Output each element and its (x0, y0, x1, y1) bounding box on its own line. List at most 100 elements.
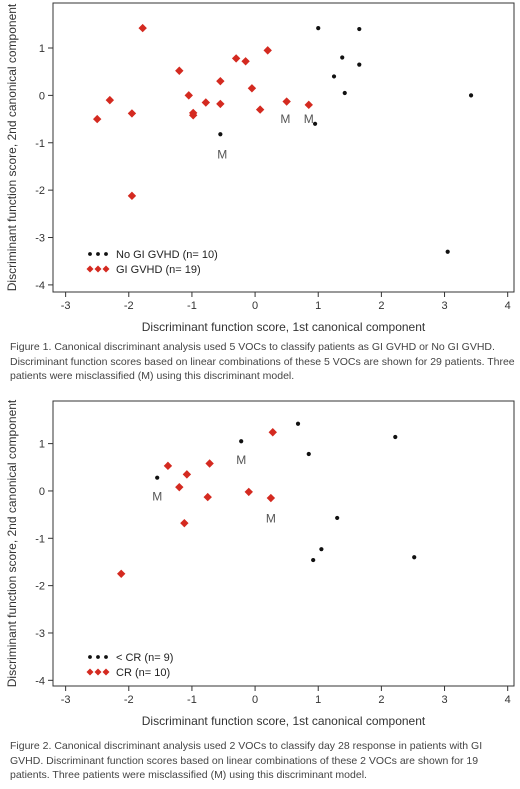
chart1-x-axis-label: Discriminant function score, 1st canonic… (142, 320, 426, 334)
chart1-y-tick-label: -2 (35, 185, 45, 197)
chart2-y-axis-label: Discriminant function score, 2nd canonic… (5, 399, 19, 687)
chart1-legend-entry: GI GVHD (n= 19) (116, 264, 201, 276)
chart1-series0-point (468, 93, 474, 98)
chart1-misclassified-label: M (280, 112, 290, 126)
figure-2-scatter-chart: -3 -2 -1 0 1 2 3 4 -4 -3 -2 -1 0 1 Discriminant functi… (5, 399, 515, 728)
chart1-series1-point (263, 46, 272, 55)
chart2-x-tick-label: 1 (315, 694, 321, 706)
chart1-series1-point (127, 191, 137, 201)
chart2-series0-point (393, 434, 398, 440)
chart2-x-tick-label: 2 (378, 694, 384, 706)
chart1-series1-point (247, 84, 257, 93)
chart1-x-tick-label: -1 (187, 300, 197, 312)
chart1-series0-point (445, 249, 450, 254)
chart2-legend-marker (94, 668, 102, 676)
chart1-y-tick-label: 0 (39, 90, 45, 102)
chart1-series1-point (175, 66, 184, 75)
chart1-series0-point (342, 90, 347, 96)
chart1-series1-point (304, 100, 313, 110)
chart1-y-tick-label: -1 (35, 138, 45, 150)
figure-2: -3 -2 -1 0 1 2 3 4 -4 -3 -2 -1 0 1 Discriminant functi… (0, 398, 520, 789)
chart2-plot-frame (52, 400, 515, 687)
chart1-series1-point (231, 54, 241, 63)
chart1-series0-point (316, 26, 321, 31)
chart2-series1-point (180, 518, 189, 528)
chart1-x-tick-label: 1 (315, 300, 321, 312)
figure-1: -3 -2 -1 0 1 2 3 4 -4 -3 -2 -1 0 1 Discriminant functi… (5, 2, 515, 382)
chart2-series1-point (266, 493, 276, 503)
chart2-series0-point (295, 421, 301, 426)
chart2-y-tick-label: -4 (35, 675, 45, 687)
chart2-y-tick-label: -3 (35, 628, 45, 640)
chart2-series0-point (311, 557, 316, 563)
chart2-x-tick-label: 4 (505, 694, 511, 706)
chart2-series0-point (155, 475, 160, 480)
chart1-plot-frame (52, 2, 515, 293)
chart2-x-tick-label: 3 (441, 694, 447, 706)
chart1-series0-point (331, 74, 337, 79)
chart2-x-tick-label: 0 (252, 694, 258, 706)
chart1-legend-marker (102, 265, 110, 273)
chart1-series1-point (188, 111, 198, 120)
chart1-y-axis-label: Discriminant function score, 2nd canonic… (5, 3, 19, 291)
chart2-legend-marker (86, 668, 94, 676)
figure-1-scatter-chart: -3 -2 -1 0 1 2 3 4 -4 -3 -2 -1 0 1 Discriminant functi… (5, 2, 515, 334)
figure-1-caption: Figure 1. Canonical discriminant analysi… (10, 341, 515, 382)
chart2-series1-point (163, 461, 173, 471)
chart2-series0-point (319, 547, 324, 552)
chart1-series1-point (93, 114, 102, 124)
chart1-x-tick-label: 3 (441, 300, 447, 312)
chart2-series0-point (306, 451, 311, 457)
chart1-series0-point (357, 62, 362, 67)
chart1-series1-point (201, 98, 211, 107)
chart1-x-tick-label: 2 (378, 300, 384, 312)
chart2-misclassified-label: M (266, 511, 276, 525)
chart1-misclassified-label: M (217, 148, 227, 162)
chart1-x-tick-label: 0 (252, 300, 258, 312)
chart1-series0-point (340, 55, 345, 60)
chart1-series1-point (216, 99, 225, 109)
chart1-series0-point (218, 132, 223, 137)
chart2-legend-marker (88, 655, 92, 659)
chart1-legend-marker (94, 265, 102, 273)
chart2-y-tick-label: 0 (39, 486, 45, 498)
chart2-series1-point (244, 487, 253, 497)
chart2-legend-marker (104, 655, 108, 659)
chart2-series0-point (239, 439, 244, 444)
chart2-y-tick-label: -2 (35, 581, 45, 593)
chart2-y-tick-label: -1 (35, 533, 45, 545)
chart1-legend-marker (88, 252, 92, 256)
chart2-series0-point (412, 555, 417, 560)
chart1-x-tick-label: -2 (124, 300, 134, 312)
chart1-legend-marker (104, 252, 108, 256)
chart2-series1-point (205, 459, 214, 468)
chart1-x-tick-label: -3 (61, 300, 71, 312)
chart1-series1-point (216, 76, 225, 86)
chart2-x-axis-label: Discriminant function score, 1st canonic… (142, 714, 426, 728)
chart2-series1-point (203, 492, 212, 502)
chart1-legend-entry: No GI GVHD (n= 10) (116, 249, 218, 261)
chart2-legend-marker (96, 655, 100, 659)
chart1-series1-point (138, 23, 147, 33)
figure-2-caption: Figure 2. Canonical discriminant analysi… (10, 740, 483, 781)
chart2-series1-point (175, 482, 184, 492)
chart2-y-tick-label: 1 (39, 439, 45, 451)
chart2-misclassified-label: M (236, 453, 246, 467)
chart2-legend-marker (102, 668, 110, 676)
chart1-legend-marker (86, 265, 94, 273)
chart1-legend-marker (96, 252, 100, 256)
chart2-legend-entry: < CR (n= 9) (116, 652, 173, 664)
chart1-y-tick-label: -4 (35, 280, 45, 292)
chart2-x-tick-label: -2 (124, 694, 134, 706)
chart2-series1-point (117, 569, 126, 578)
chart1-y-tick-label: 1 (39, 43, 45, 55)
chart1-series1-point (127, 109, 137, 118)
chart1-series1-point (241, 57, 250, 66)
chart2-misclassified-label: M (152, 490, 162, 504)
chart1-series0-point (357, 26, 362, 32)
chart2-x-tick-label: -3 (61, 694, 71, 706)
chart2-legend-entry: CR (n= 10) (116, 667, 170, 679)
chart1-series1-point (255, 105, 265, 114)
chart2-series0-point (335, 515, 340, 521)
chart2-series1-point (182, 470, 192, 479)
